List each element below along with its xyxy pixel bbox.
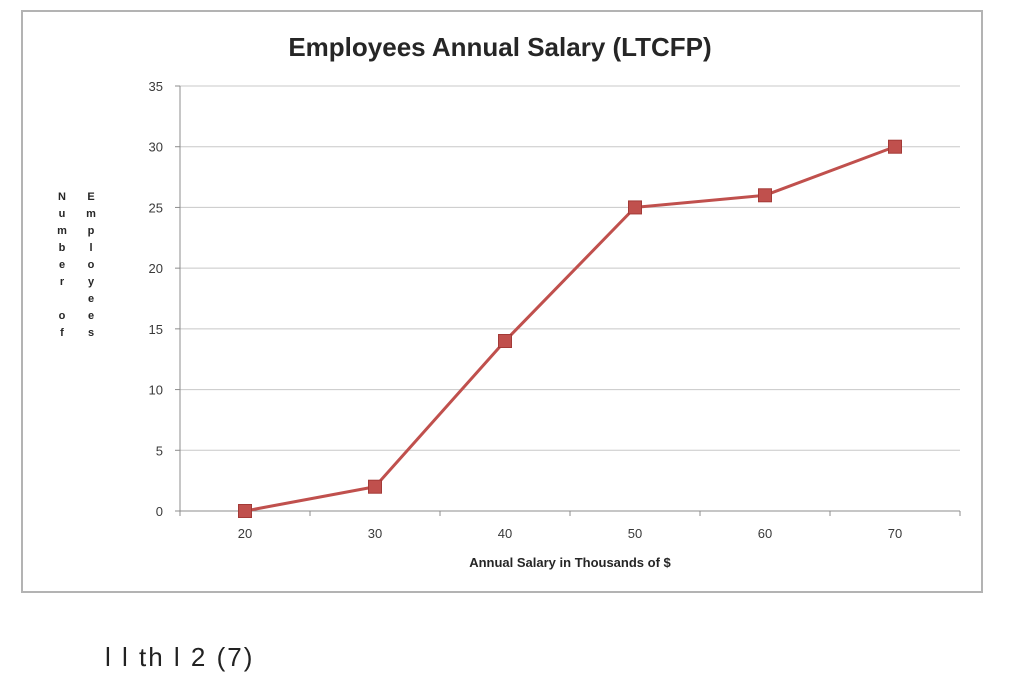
y-tick-label: 15 — [149, 322, 163, 337]
y-axis-label-letter: b — [59, 242, 66, 254]
y-axis-label-letter: y — [88, 276, 95, 288]
y-tick-label: 20 — [149, 261, 163, 276]
y-tick-label: 30 — [149, 140, 163, 155]
y-axis-label-letter: s — [88, 327, 94, 339]
y-axis-label-letter: r — [60, 276, 65, 288]
chart-frame — [21, 10, 983, 593]
y-axis-label-letter: m — [57, 225, 67, 237]
data-point-marker — [238, 504, 252, 518]
y-axis-label-letter: p — [88, 225, 95, 237]
y-tick-label: 35 — [149, 79, 163, 94]
data-point-marker — [888, 139, 902, 154]
x-tick-label: 50 — [628, 526, 642, 541]
y-tick-label: 5 — [156, 443, 163, 458]
y-tick-label: 0 — [156, 504, 163, 519]
y-axis-label-letter: o — [88, 259, 95, 271]
y-axis-label-letter: l — [89, 242, 92, 254]
x-tick-label: 70 — [888, 526, 902, 541]
y-axis-label-letter: o — [59, 310, 66, 322]
data-point-marker — [758, 188, 772, 203]
data-point-marker — [498, 334, 512, 348]
tick-labels: 0 5 10 15 20 25 30 35 20 30 40 50 60 70 — [149, 79, 903, 541]
line-chart: Employees Annual Salary (LTCFP) 0 5 10 15 20… — [57, 32, 961, 570]
series-layer — [238, 139, 902, 518]
y-tick-label: 10 — [149, 383, 163, 398]
axes — [175, 85, 961, 516]
y-axis-label-letter: e — [59, 259, 65, 271]
x-tick-label: 30 — [368, 526, 382, 541]
y-axis-label-letter: u — [59, 208, 66, 220]
cut-off-text-below-chart: l l th l 2 (7) — [105, 642, 255, 672]
x-tick-label: 40 — [498, 526, 512, 541]
x-tick-label: 60 — [758, 526, 772, 541]
y-tick-label: 25 — [149, 200, 163, 215]
data-point-marker — [368, 479, 382, 494]
y-axis-label-letter: E — [87, 191, 94, 203]
x-axis-label: Annual Salary in Thousands of $ — [469, 555, 671, 570]
y-axis-label-letter: e — [88, 293, 94, 305]
y-axis-label-letter: e — [88, 310, 94, 322]
y-axis-label-letter: f — [60, 327, 64, 339]
gridlines — [180, 85, 960, 451]
series-line — [244, 145, 896, 513]
y-axis-label-letter: m — [86, 208, 96, 220]
data-point-marker — [628, 200, 642, 215]
y-axis-label-letter: N — [58, 191, 66, 203]
chart-title: Employees Annual Salary (LTCFP) — [288, 32, 711, 62]
x-tick-label: 20 — [238, 526, 252, 541]
